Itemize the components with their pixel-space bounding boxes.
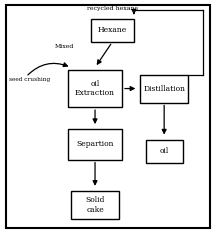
Text: Solid
cake: Solid cake [85, 196, 105, 214]
FancyBboxPatch shape [146, 140, 183, 163]
Text: Mixed: Mixed [55, 44, 75, 49]
FancyBboxPatch shape [68, 129, 122, 160]
Text: oil: oil [160, 147, 169, 155]
FancyBboxPatch shape [140, 75, 188, 103]
FancyBboxPatch shape [91, 19, 134, 42]
FancyBboxPatch shape [71, 191, 119, 219]
FancyBboxPatch shape [6, 5, 210, 228]
Text: seed crushing: seed crushing [9, 77, 50, 82]
Text: recycled hexane: recycled hexane [87, 6, 138, 11]
Text: Hexane: Hexane [98, 26, 127, 34]
Text: Separtion: Separtion [76, 140, 114, 148]
FancyBboxPatch shape [68, 70, 122, 107]
Text: oil
Extraction: oil Extraction [75, 80, 115, 97]
Text: Distillation: Distillation [143, 85, 185, 93]
